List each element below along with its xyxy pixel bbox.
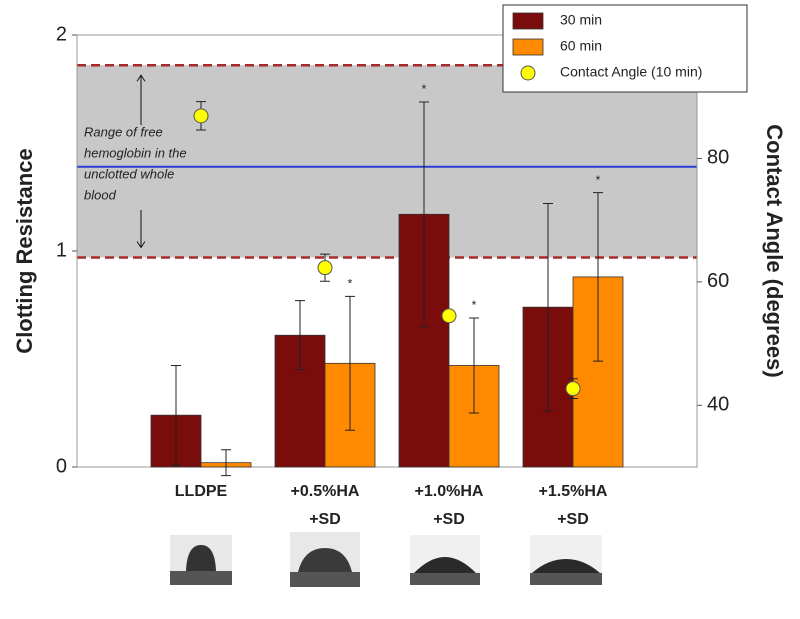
error-bar <box>171 364 181 466</box>
contact-angle-point <box>193 108 209 124</box>
x-tick-label: +1.0%HA <box>415 483 484 500</box>
reference-band <box>77 65 697 258</box>
contact-angle-point <box>317 260 333 276</box>
x-tick-label: +SD <box>433 511 465 528</box>
y2-tick-label: 40 <box>707 394 729 416</box>
significance-mark: * <box>472 298 477 312</box>
legend-swatch <box>520 65 536 81</box>
x-tick-label: +1.5%HA <box>539 483 608 500</box>
legend-label: 30 min <box>560 12 602 28</box>
legend-swatch <box>512 38 544 56</box>
droplet-images <box>170 532 602 587</box>
annotation: Range of free <box>84 124 163 139</box>
error-bar <box>345 295 355 431</box>
y-tick-label: 0 <box>56 455 67 477</box>
legend-box <box>502 4 748 93</box>
significance-mark: * <box>422 82 427 96</box>
y-axis-title: Clotting Resistance <box>12 148 37 353</box>
error-bar <box>221 449 231 477</box>
x-tick-label: LLDPE <box>175 483 228 500</box>
error-bar <box>543 202 553 412</box>
x-tick-label: +0.5%HA <box>291 483 360 500</box>
annotation: hemoglobin in the <box>84 145 187 160</box>
y2-tick-label: 80 <box>707 147 729 169</box>
annotation: unclotted whole <box>84 166 174 181</box>
annotation-arrowhead <box>136 241 146 249</box>
contact-angle-point <box>441 308 457 324</box>
legend-label: Contact Angle (10 min) <box>560 64 702 80</box>
x-tick-label: +SD <box>309 511 341 528</box>
legend-swatch <box>512 12 544 30</box>
error-bar <box>593 192 603 362</box>
y2-axis-title: Contact Angle (degrees) <box>762 124 787 377</box>
annotation: blood <box>84 187 117 202</box>
error-bar <box>419 101 429 328</box>
y-tick-label: 1 <box>56 239 67 261</box>
error-bar <box>295 300 305 371</box>
y-tick-label: 2 <box>56 23 67 45</box>
legend-label: 60 min <box>560 38 602 54</box>
y2-tick-label: 60 <box>707 270 729 292</box>
significance-mark: * <box>348 277 353 291</box>
significance-mark: * <box>596 173 601 187</box>
contact-angle-point <box>565 381 581 397</box>
x-tick-label: +SD <box>557 511 589 528</box>
error-bar <box>469 317 479 414</box>
annotation-arrowhead <box>136 74 146 82</box>
